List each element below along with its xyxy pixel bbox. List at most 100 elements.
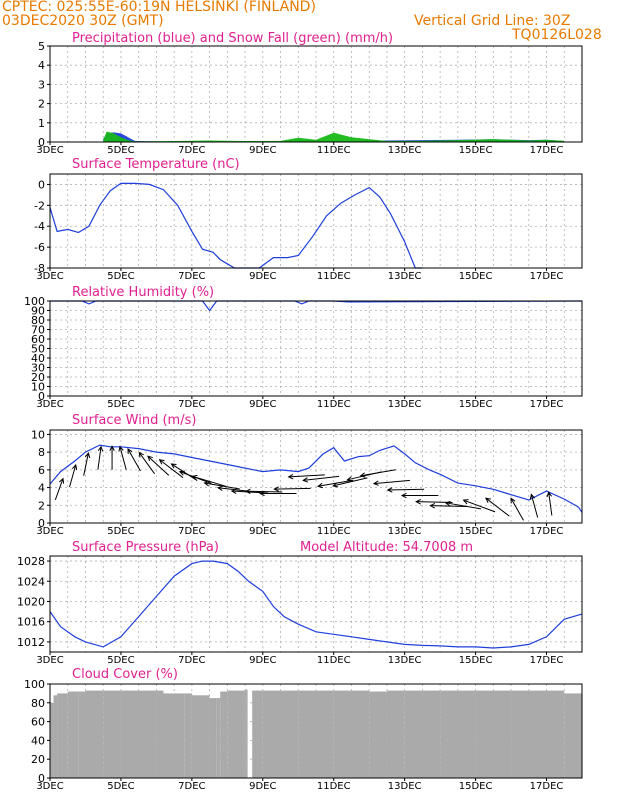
wind-arrow-head bbox=[415, 499, 421, 505]
panel-1-frame bbox=[49, 173, 583, 269]
wind-arrow-head bbox=[372, 480, 379, 486]
panel-1-ytick-label: -8 bbox=[34, 262, 45, 275]
panel-0-xtick-label: 9DEC bbox=[249, 145, 276, 156]
wind-arrow-head bbox=[230, 488, 237, 495]
panel-1-xtick-label: 3DEC bbox=[36, 271, 63, 282]
cloud-bar bbox=[511, 690, 547, 778]
header-grid-note: Vertical Grid Line: 30Z bbox=[414, 13, 571, 29]
wind-arrow bbox=[147, 455, 170, 476]
panel-3-ytick-label: 0 bbox=[38, 517, 45, 530]
cloud-bar bbox=[78, 691, 86, 778]
panel-3-xtick-label: 13DEC bbox=[388, 526, 422, 537]
panel-5-ytick-label: 60 bbox=[31, 716, 45, 729]
wind-arrow-head bbox=[109, 445, 115, 451]
panel-0-title: Precipitation (blue) and Snow Fall (gree… bbox=[72, 31, 393, 46]
panel-5-xtick-label: 9DEC bbox=[249, 781, 276, 792]
panel-2-title: Relative Humidity (%) bbox=[72, 285, 214, 300]
cloud-bar bbox=[351, 690, 370, 778]
panel-4-subtitle: Model Altitude: 54.7008 m bbox=[300, 540, 473, 555]
panel-2-ytick-label: 60 bbox=[31, 333, 45, 346]
wind-arrow-head bbox=[444, 500, 451, 507]
panel-4-ytick-label: 1012 bbox=[17, 636, 45, 649]
panel-5-xtick-label: 15DEC bbox=[459, 781, 493, 792]
wind-arrow-head bbox=[429, 503, 436, 509]
wind-arrow bbox=[69, 464, 77, 488]
panel-0-ytick-label: 0 bbox=[38, 136, 45, 149]
wind-arrow-head bbox=[127, 448, 133, 454]
cloud-bar bbox=[216, 698, 221, 778]
wind-arrow bbox=[548, 492, 553, 516]
panel-4-ytick-label: 1024 bbox=[17, 575, 45, 588]
cloud-bar bbox=[252, 690, 263, 778]
panel-3-ytick-label: 4 bbox=[38, 482, 45, 495]
wind-arrow-head bbox=[485, 497, 491, 503]
cloud-bar bbox=[191, 695, 199, 778]
wind-arrow bbox=[485, 497, 510, 517]
header-location: CPTEC: 025:55E-60:19N HELSINKI (FINLAND) bbox=[2, 0, 316, 15]
panel-4-xtick-label: 7DEC bbox=[178, 655, 205, 666]
wind-arrow-head bbox=[359, 472, 366, 478]
panel-3-series-line bbox=[49, 444, 583, 513]
cloud-bar bbox=[67, 691, 79, 778]
panel-3-xtick-label: 15DEC bbox=[459, 526, 493, 537]
panel-2-xtick-label: 7DEC bbox=[178, 399, 205, 410]
wind-arrow bbox=[54, 478, 64, 500]
wind-arrow bbox=[119, 446, 127, 470]
cloud-bar bbox=[333, 690, 352, 778]
wind-arrow-head bbox=[178, 470, 185, 476]
panel-2-xtick-label: 11DEC bbox=[317, 399, 351, 410]
cloud-bar bbox=[163, 693, 185, 778]
wind-arrow bbox=[430, 505, 467, 507]
wind-arrow bbox=[83, 452, 89, 476]
cloud-bar bbox=[404, 690, 441, 778]
panel-3-xtick-label: 5DEC bbox=[107, 526, 134, 537]
wind-arrow-head bbox=[258, 490, 265, 497]
wind-arrow bbox=[303, 475, 340, 481]
wind-arrow-head bbox=[273, 486, 280, 492]
wind-arrow bbox=[387, 488, 425, 491]
wind-arrow-head bbox=[287, 473, 294, 480]
panel-1-xtick-label: 5DEC bbox=[107, 271, 134, 282]
panel-5-xtick-label: 13DEC bbox=[388, 781, 422, 792]
panel-4-xtick-label: 3DEC bbox=[36, 655, 63, 666]
wind-arrow bbox=[333, 477, 368, 487]
panel-3-ytick-label: 2 bbox=[38, 499, 45, 512]
panel-0-xtick-label: 13DEC bbox=[388, 145, 422, 156]
panel-5-xtick-label: 3DEC bbox=[36, 781, 63, 792]
wind-arrow bbox=[127, 448, 141, 472]
panel-2-ytick-label: 30 bbox=[31, 362, 45, 375]
panel-5-ytick-label: 0 bbox=[38, 772, 45, 785]
wind-arrow-head bbox=[170, 463, 177, 469]
panel-2-ytick-label: 40 bbox=[31, 352, 45, 365]
panel-2-xtick-label: 5DEC bbox=[107, 399, 134, 410]
cloud-bar bbox=[245, 689, 249, 778]
panel-1-title: Surface Temperature (nC) bbox=[72, 157, 240, 172]
panel-4-title: Surface Pressure (hPa) bbox=[72, 540, 219, 555]
panel-0-xtick-label: 17DEC bbox=[530, 145, 564, 156]
panel-4-ytick-label: 1028 bbox=[17, 555, 45, 568]
panel-1-xtick-label: 13DEC bbox=[388, 271, 422, 282]
panel-0-ytick-label: 3 bbox=[38, 78, 45, 91]
panel-2-xtick-label: 3DEC bbox=[36, 399, 63, 410]
panel-1-ytick-label: -4 bbox=[34, 220, 45, 233]
panel-5-ytick-label: 80 bbox=[31, 697, 45, 710]
panel-1-xtick-label: 9DEC bbox=[249, 271, 276, 282]
wind-arrow bbox=[159, 459, 184, 479]
panel-4-xtick-label: 11DEC bbox=[317, 655, 351, 666]
wind-arrow-head bbox=[386, 487, 393, 493]
wind-arrow bbox=[274, 487, 311, 490]
panel-4-xtick-label: 17DEC bbox=[530, 655, 564, 666]
panel-0-xtick-label: 11DEC bbox=[317, 145, 351, 156]
cloud-bar bbox=[120, 690, 157, 778]
cloud-bar bbox=[546, 690, 565, 778]
panel-1-ytick-label: 0 bbox=[38, 178, 45, 191]
wind-arrow bbox=[510, 498, 524, 521]
wind-arrow bbox=[288, 474, 325, 478]
panel-5-frame bbox=[49, 683, 583, 779]
wind-arrow-head bbox=[158, 459, 165, 465]
wind-arrow-head bbox=[203, 481, 210, 487]
wind-arrow bbox=[360, 469, 396, 477]
panel-3-ytick-label: 10 bbox=[31, 428, 45, 441]
cloud-bar bbox=[475, 690, 512, 778]
panel-1-ytick-label: -6 bbox=[34, 241, 45, 254]
